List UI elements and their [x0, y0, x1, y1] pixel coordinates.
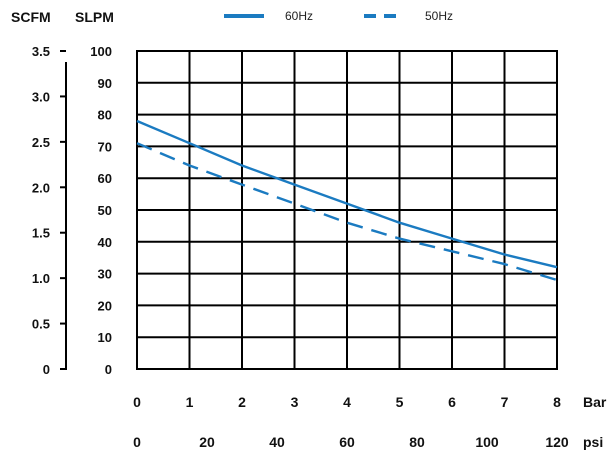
- psi-tick-label: 20: [199, 434, 215, 450]
- slpm-tick-label: 10: [98, 330, 112, 345]
- bar-tick-label: 2: [238, 394, 246, 410]
- psi-tick-label: 60: [339, 434, 355, 450]
- bar-tick-label: 6: [448, 394, 456, 410]
- axes: 010203040506070809010000.51.01.52.02.53.…: [11, 9, 607, 450]
- scfm-tick-label: 2.5: [32, 135, 50, 150]
- psi-tick-label: 120: [545, 434, 569, 450]
- legend-label-50hz: 50Hz: [425, 9, 453, 23]
- scfm-tick-label: 1.0: [32, 271, 50, 286]
- scfm-axis-label: SCFM: [11, 9, 51, 25]
- series-layer: [136, 119, 558, 282]
- series-line-60hz: [136, 119, 558, 269]
- bar-tick-label: 7: [501, 394, 509, 410]
- scfm-tick-label: 1.5: [32, 226, 50, 241]
- slpm-tick-label: 70: [98, 139, 112, 154]
- bar-tick-label: 1: [186, 394, 194, 410]
- psi-tick-label: 100: [475, 434, 499, 450]
- bar-tick-label: 8: [553, 394, 561, 410]
- slpm-axis-label: SLPM: [75, 9, 114, 25]
- psi-tick-label: 40: [269, 434, 285, 450]
- bar-tick-label: 5: [396, 394, 404, 410]
- psi-tick-label: 80: [409, 434, 425, 450]
- scfm-tick-label: 3.5: [32, 44, 50, 59]
- slpm-tick-label: 40: [98, 235, 112, 250]
- slpm-tick-label: 60: [98, 171, 112, 186]
- psi-tick-label: 0: [133, 434, 141, 450]
- slpm-tick-label: 20: [98, 298, 112, 313]
- bar-axis-label: Bar: [583, 394, 607, 410]
- slpm-tick-label: 0: [105, 362, 112, 377]
- grid: [136, 50, 558, 370]
- slpm-tick-label: 80: [98, 108, 112, 123]
- slpm-tick-label: 50: [98, 203, 112, 218]
- slpm-tick-label: 100: [90, 44, 112, 59]
- bar-tick-label: 0: [133, 394, 141, 410]
- slpm-tick-label: 30: [98, 267, 112, 282]
- psi-axis-label: psi: [583, 434, 603, 450]
- scfm-tick-label: 2.0: [32, 180, 50, 195]
- legend: 60Hz 50Hz: [224, 9, 453, 23]
- slpm-tick-label: 90: [98, 76, 112, 91]
- bar-tick-label: 3: [291, 394, 299, 410]
- legend-label-60hz: 60Hz: [285, 9, 313, 23]
- bar-tick-label: 4: [343, 394, 351, 410]
- scfm-tick-label: 3.0: [32, 89, 50, 104]
- scfm-tick-label: 0: [43, 362, 50, 377]
- scfm-tick-label: 0.5: [32, 317, 50, 332]
- series-line-50hz: [136, 142, 558, 282]
